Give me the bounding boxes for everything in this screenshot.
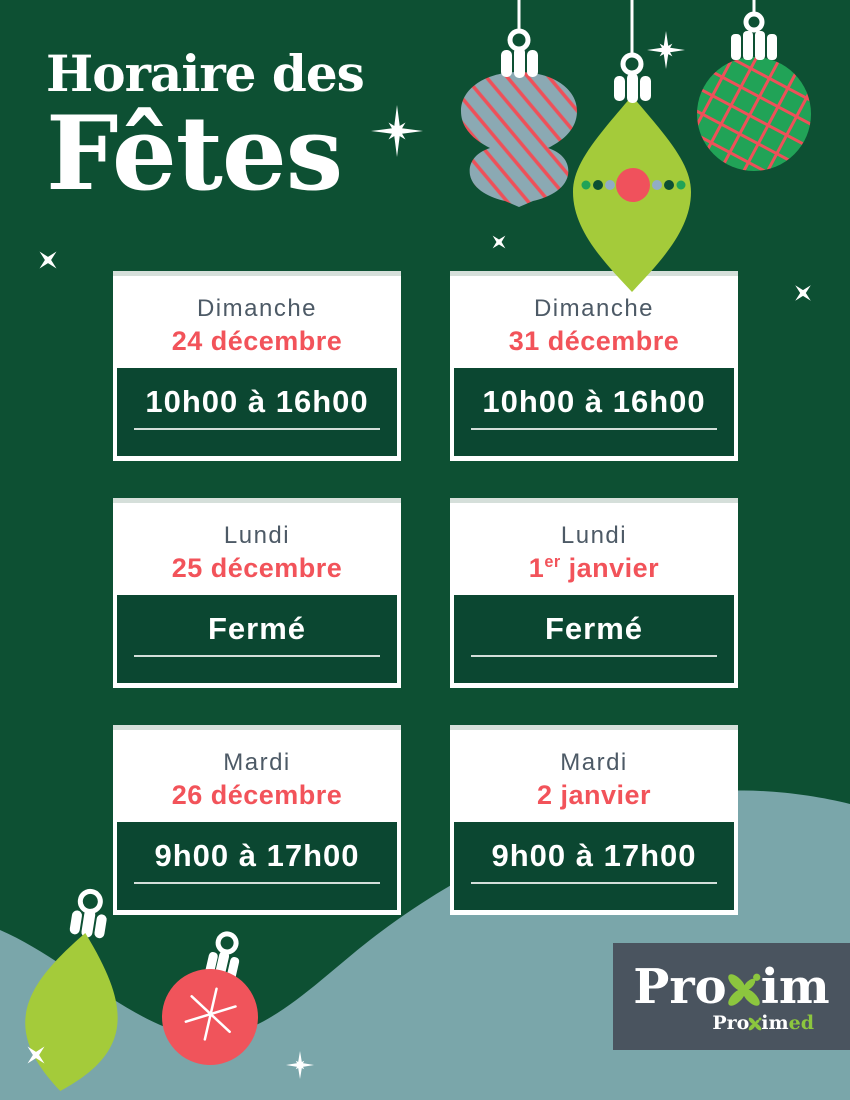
snowflake-icon [184, 987, 237, 1041]
card-day-label: Mardi [223, 749, 291, 776]
card-hours-box: Fermé [117, 595, 397, 683]
card-date-label: 24 décembre [113, 326, 401, 357]
card-date-label: 31 décembre [450, 326, 738, 357]
title-line2: Fêtes [46, 94, 343, 214]
date-text-suffix: janvier [560, 553, 660, 583]
hours-underline [133, 882, 381, 884]
x-sparkle-icon [39, 251, 57, 269]
starburst-sparkle-icon [286, 1051, 314, 1079]
lattice-ball-ornament [697, 0, 811, 171]
date-text: 25 décembre [171, 553, 343, 583]
card-date-label: 1er janvier [450, 553, 738, 584]
card-hours-box: 9h00 à 17h00 [117, 822, 397, 910]
proxim-logo-box: Pro im Pro [613, 943, 850, 1050]
date-text: 26 décembre [171, 780, 343, 810]
card-hours-label: 10h00 à 16h00 [145, 384, 369, 419]
hours-underline [133, 655, 381, 657]
card-day-label: Lundi [560, 522, 628, 549]
x-sparkle-icon [795, 285, 811, 301]
card-hours-box: 10h00 à 16h00 [117, 368, 397, 456]
card-day-label: Mardi [560, 749, 628, 776]
card-date-label: 26 décembre [113, 780, 401, 811]
proximed-x-icon [748, 1016, 762, 1030]
dotted-leaf-ornament [573, 0, 691, 292]
snowflake-ball-ornament [162, 931, 258, 1065]
schedule-card: Dimanche 31 décembre 10h00 à 16h00 [450, 271, 738, 461]
schedule-card: Mardi 2 janvier 9h00 à 17h00 [450, 725, 738, 915]
card-date-label: 25 décembre [113, 553, 401, 584]
starburst-sparkle-icon [371, 105, 423, 157]
ornament-dots [581, 168, 686, 202]
logo-text-post: im [760, 958, 830, 1015]
card-hours-box: Fermé [454, 595, 734, 683]
date-text: 1 [528, 553, 545, 583]
schedule-card: Lundi 1er janvier Fermé [450, 498, 738, 688]
date-text: 24 décembre [171, 326, 343, 356]
card-hours-label: 9h00 à 17h00 [491, 838, 697, 873]
card-day-label: Lundi [223, 522, 291, 549]
title-line1: Horaire des [46, 44, 365, 103]
card-hours-label: Fermé [207, 611, 307, 646]
striped-drop-ornament [461, 0, 577, 207]
card-day-label: Dimanche [196, 295, 318, 322]
starburst-sparkle-icon [647, 31, 685, 69]
hours-underline [470, 428, 718, 430]
card-hours-box: 10h00 à 16h00 [454, 368, 734, 456]
leaf-ornament [25, 888, 118, 1092]
x-sparkle-icon [27, 1046, 45, 1064]
schedule-card: Mardi 26 décembre 9h00 à 17h00 [113, 725, 401, 915]
proximed-logo: Pro im ed [712, 1013, 814, 1033]
sublogo-text-suffix: ed [788, 1011, 814, 1034]
logo-text-pre: Pro [633, 958, 727, 1015]
sublogo-text-mid: im [761, 1011, 789, 1034]
date-text: 2 janvier [536, 780, 652, 810]
card-date-label: 2 janvier [450, 780, 738, 811]
card-hours-label: 9h00 à 17h00 [154, 838, 360, 873]
date-text: 31 décembre [508, 326, 680, 356]
schedule-card: Lundi 25 décembre Fermé [113, 498, 401, 688]
proxim-logo: Pro im [633, 963, 829, 1011]
card-hours-label: Fermé [544, 611, 644, 646]
schedule-card: Dimanche 24 décembre 10h00 à 16h00 [113, 271, 401, 461]
proxim-x-icon [727, 973, 761, 1006]
sublogo-text-pre: Pro [712, 1011, 750, 1034]
hours-underline [470, 882, 718, 884]
date-ordinal: er [544, 553, 561, 571]
hours-underline [133, 428, 381, 430]
card-hours-label: 10h00 à 16h00 [482, 384, 706, 419]
x-sparkle-icon [492, 235, 506, 249]
card-hours-box: 9h00 à 17h00 [454, 822, 734, 910]
card-day-label: Dimanche [533, 295, 655, 322]
hours-underline [470, 655, 718, 657]
page-title: Horaire des Fêtes [46, 44, 365, 214]
